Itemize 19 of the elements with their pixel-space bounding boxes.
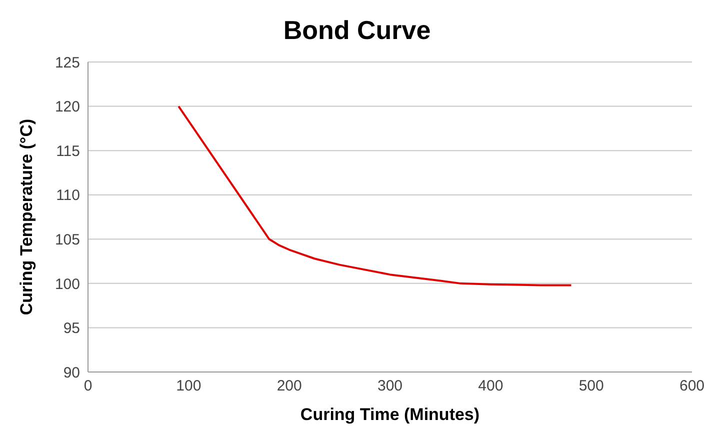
y-tick-label: 110: [56, 187, 80, 204]
x-tick-label: 600: [679, 378, 705, 395]
x-tick-label: 500: [578, 378, 604, 395]
x-tick-label: 400: [478, 378, 504, 395]
y-tick-label: 100: [54, 276, 80, 293]
x-tick-label: 300: [377, 378, 403, 395]
y-tick-label: 90: [63, 364, 80, 382]
chart-title: Bond Curve: [282, 14, 432, 47]
y-tick-label: 125: [54, 54, 80, 72]
y-tick-label: 120: [54, 98, 80, 116]
x-tick-label: 200: [276, 378, 302, 395]
y-tick-label: 95: [63, 320, 80, 338]
line-series: [178, 105, 572, 286]
x-axis-title: Curing Time (Minutes): [300, 405, 480, 424]
y-tick-label: 105: [54, 231, 80, 248]
x-tick-label: 100: [176, 378, 202, 395]
y-tick-label: 115: [56, 142, 80, 160]
y-axis-title: Curing Temperature (°C): [17, 118, 36, 316]
x-tick-label: 0: [84, 378, 92, 395]
